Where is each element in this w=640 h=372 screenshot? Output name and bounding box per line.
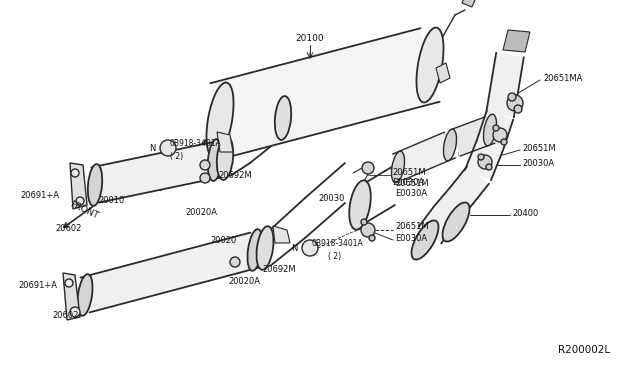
Text: N: N	[150, 144, 156, 153]
Text: 20692M: 20692M	[218, 170, 252, 180]
Polygon shape	[392, 132, 456, 180]
Text: 20030: 20030	[318, 193, 344, 202]
Ellipse shape	[88, 164, 102, 206]
Circle shape	[362, 162, 374, 174]
Text: FRONT: FRONT	[68, 199, 99, 221]
Polygon shape	[477, 110, 513, 150]
Ellipse shape	[208, 139, 222, 181]
Circle shape	[160, 140, 176, 156]
Circle shape	[65, 279, 73, 287]
Ellipse shape	[275, 96, 291, 140]
Text: 0B918-3401A: 0B918-3401A	[312, 238, 364, 247]
Polygon shape	[436, 63, 450, 83]
Text: R200002L: R200002L	[558, 345, 610, 355]
Text: 20020A: 20020A	[228, 278, 260, 286]
Circle shape	[508, 93, 516, 101]
Circle shape	[514, 105, 522, 113]
Text: 20100: 20100	[296, 33, 324, 42]
Text: 20020: 20020	[210, 235, 236, 244]
Ellipse shape	[392, 151, 404, 183]
Text: 20651M: 20651M	[395, 179, 429, 187]
Circle shape	[507, 95, 523, 111]
Circle shape	[71, 169, 79, 177]
Text: 20400: 20400	[512, 208, 538, 218]
Polygon shape	[70, 163, 87, 209]
Polygon shape	[63, 273, 80, 320]
Circle shape	[200, 173, 210, 183]
Polygon shape	[435, 186, 473, 224]
Text: 20691+A: 20691+A	[18, 280, 57, 289]
Ellipse shape	[412, 221, 438, 260]
Text: 20020A: 20020A	[185, 208, 217, 217]
Circle shape	[478, 154, 484, 160]
Text: 20010: 20010	[98, 196, 124, 205]
Polygon shape	[92, 142, 219, 203]
Circle shape	[478, 155, 492, 169]
Polygon shape	[465, 140, 503, 180]
Text: 20602: 20602	[52, 311, 78, 320]
Text: ( 2): ( 2)	[328, 251, 341, 260]
Circle shape	[361, 223, 375, 237]
Polygon shape	[81, 232, 260, 312]
Circle shape	[302, 240, 318, 256]
Text: E0030A: E0030A	[395, 189, 427, 198]
Polygon shape	[217, 132, 233, 152]
Text: 20651M: 20651M	[395, 221, 429, 231]
Ellipse shape	[444, 129, 456, 161]
Ellipse shape	[257, 226, 273, 270]
Polygon shape	[486, 53, 524, 117]
Circle shape	[369, 235, 375, 241]
Text: 20651MA: 20651MA	[543, 74, 582, 83]
Ellipse shape	[417, 28, 444, 102]
Ellipse shape	[349, 180, 371, 230]
Circle shape	[486, 164, 492, 170]
Polygon shape	[419, 206, 456, 243]
Polygon shape	[273, 226, 290, 243]
Text: 20030A: 20030A	[522, 158, 554, 167]
Text: 20651M: 20651M	[522, 144, 556, 153]
Text: 20692M: 20692M	[262, 266, 296, 275]
Ellipse shape	[217, 136, 233, 180]
Text: N: N	[292, 244, 298, 253]
Circle shape	[493, 128, 507, 142]
Circle shape	[493, 125, 499, 131]
Polygon shape	[450, 117, 495, 156]
Circle shape	[70, 307, 80, 317]
Circle shape	[361, 219, 367, 225]
Text: 20602: 20602	[55, 224, 81, 232]
Ellipse shape	[207, 83, 234, 157]
Ellipse shape	[442, 202, 470, 241]
Circle shape	[230, 257, 240, 267]
Text: E0030A: E0030A	[392, 177, 424, 186]
Circle shape	[76, 197, 84, 205]
Ellipse shape	[483, 114, 497, 146]
Polygon shape	[211, 28, 440, 157]
Text: 20651M: 20651M	[392, 167, 426, 176]
Ellipse shape	[248, 229, 262, 271]
Text: E0030A: E0030A	[395, 234, 427, 243]
Text: ( 2): ( 2)	[170, 151, 183, 160]
Ellipse shape	[77, 274, 93, 316]
Polygon shape	[451, 166, 489, 204]
Circle shape	[501, 139, 507, 145]
Polygon shape	[462, 0, 475, 7]
Text: 20691+A: 20691+A	[20, 190, 59, 199]
Polygon shape	[503, 30, 530, 52]
Text: 0B918-3401A: 0B918-3401A	[170, 138, 221, 148]
Circle shape	[200, 160, 210, 170]
